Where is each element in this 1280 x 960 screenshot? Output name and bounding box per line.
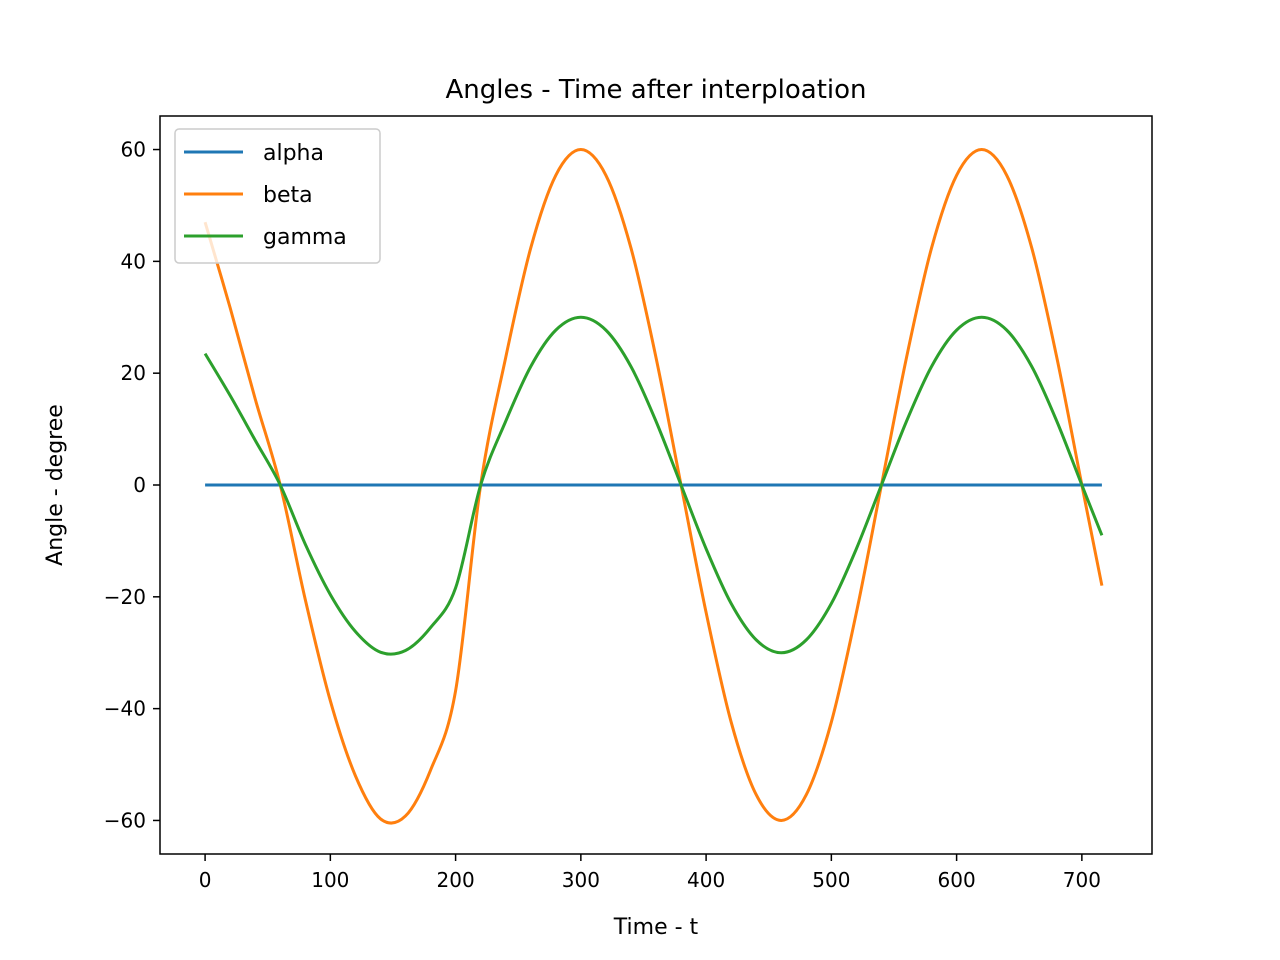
legend: alpha beta gamma xyxy=(174,128,381,264)
y-tick-label: 60 xyxy=(121,138,146,162)
x-tick-label: 200 xyxy=(437,868,475,892)
x-tick-label: 700 xyxy=(1063,868,1101,892)
y-tick-label: 40 xyxy=(121,249,146,273)
legend-box xyxy=(174,128,381,264)
legend-label-alpha: alpha xyxy=(263,141,324,166)
x-axis: 0 100 200 300 400 500 600 700 xyxy=(199,854,1101,892)
x-tick-label: 600 xyxy=(938,868,976,892)
x-tick-label: 500 xyxy=(812,868,850,892)
y-axis-label: Angle - degree xyxy=(43,404,68,566)
y-tick-label: 20 xyxy=(121,361,146,385)
x-axis-label: Time - t xyxy=(613,915,699,940)
chart-title: Angles - Time after interploation xyxy=(445,75,866,105)
series-line-gamma xyxy=(203,315,1104,656)
y-tick-label: 0 xyxy=(133,473,146,497)
y-tick-label: −60 xyxy=(104,808,146,832)
x-tick-label: 300 xyxy=(562,868,600,892)
x-tick-label: 400 xyxy=(687,868,725,892)
x-tick-label: 100 xyxy=(311,868,349,892)
series-layer xyxy=(203,148,1104,825)
y-axis: 60 40 20 0 −20 −40 −60 xyxy=(104,138,160,832)
y-tick-label: −20 xyxy=(104,585,146,609)
y-tick-label: −40 xyxy=(104,697,146,721)
legend-label-gamma: gamma xyxy=(263,225,347,250)
x-tick-label: 0 xyxy=(199,868,212,892)
legend-label-beta: beta xyxy=(263,183,313,208)
series-line-beta xyxy=(203,148,1104,825)
